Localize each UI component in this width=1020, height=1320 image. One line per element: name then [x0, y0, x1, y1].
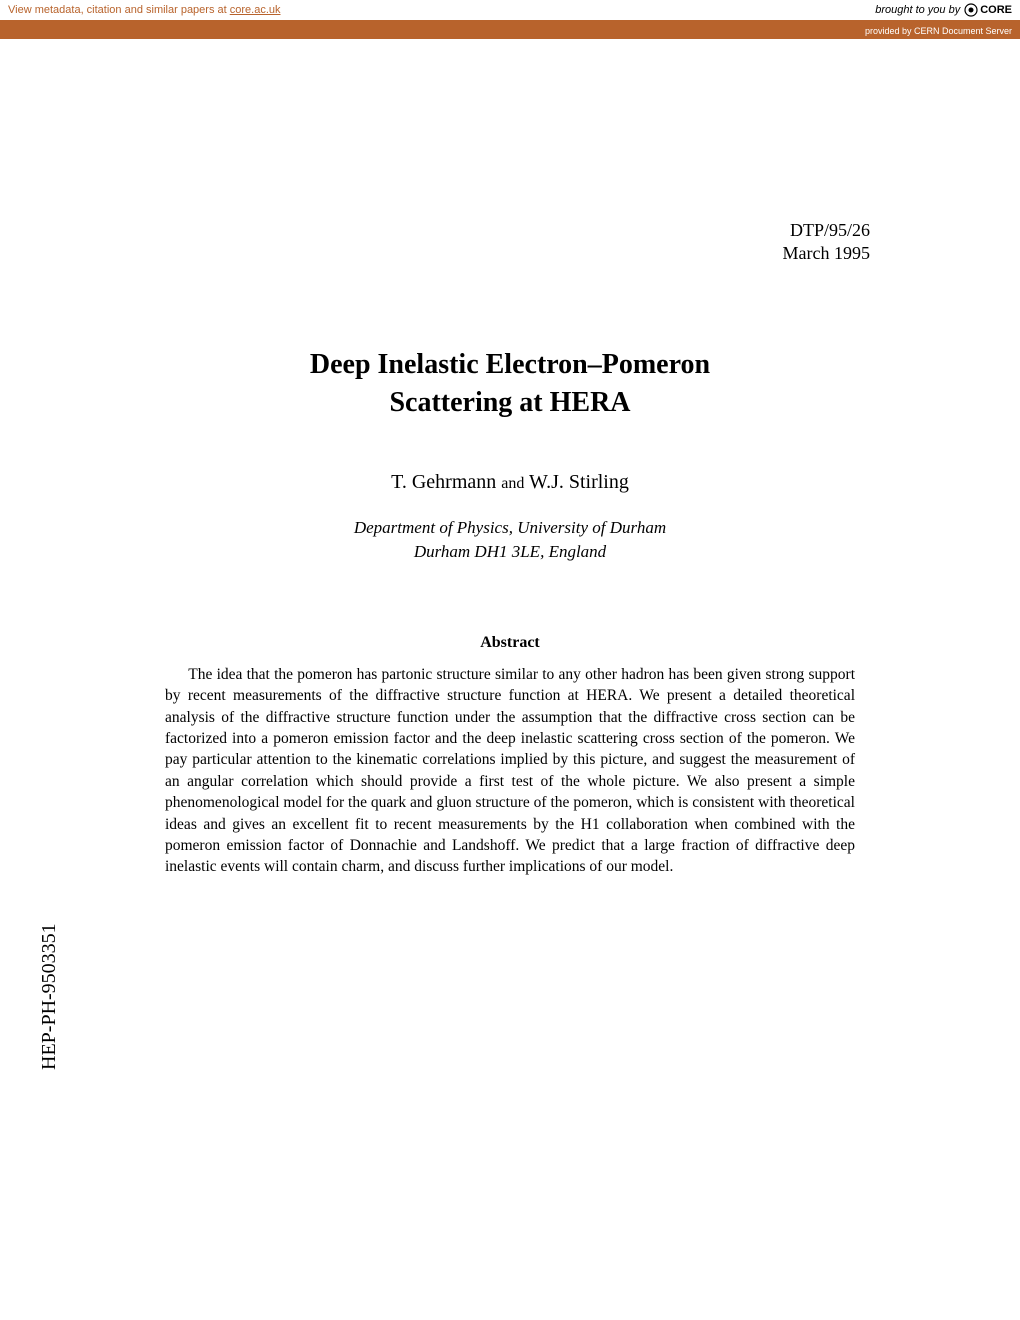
author-1: T. Gehrmann: [391, 471, 496, 493]
report-id: DTP/95/26: [120, 219, 870, 242]
banner-prefix: View metadata, citation and similar pape…: [8, 4, 230, 16]
title-line-1: Deep Inelastic Electron–Pomeron: [120, 346, 900, 384]
provided-source[interactable]: CERN Document Server: [914, 26, 1012, 36]
affiliation-line-1: Department of Physics, University of Dur…: [120, 516, 900, 540]
provided-by-bar: provided by CERN Document Server: [0, 23, 1020, 39]
banner-right: brought to you by CORE: [875, 3, 1012, 17]
title-line-2: Scattering at HERA: [120, 384, 900, 422]
provided-prefix: provided by: [865, 26, 914, 36]
affiliation-line-2: Durham DH1 3LE, England: [120, 540, 900, 564]
author-2: W.J. Stirling: [529, 471, 629, 493]
author-and: and: [501, 475, 524, 492]
affiliation: Department of Physics, University of Dur…: [120, 516, 900, 564]
report-date: March 1995: [120, 242, 870, 265]
abstract-heading: Abstract: [120, 634, 900, 652]
paper-body: DTP/95/26 March 1995 Deep Inelastic Elec…: [0, 39, 1020, 878]
report-header: DTP/95/26 March 1995: [120, 219, 900, 266]
core-link[interactable]: core.ac.uk: [230, 4, 281, 16]
paper-title: Deep Inelastic Electron–Pomeron Scatteri…: [120, 346, 900, 422]
brought-by-text: brought to you by: [875, 4, 960, 16]
core-label: CORE: [980, 4, 1012, 16]
arxiv-identifier: HEP-PH-9503351: [38, 923, 61, 1070]
metadata-banner: View metadata, citation and similar pape…: [0, 0, 1020, 23]
core-icon: [964, 3, 978, 17]
core-logo[interactable]: CORE: [964, 3, 1012, 17]
banner-left-text: View metadata, citation and similar pape…: [8, 4, 281, 16]
abstract-body: The idea that the pomeron has partonic s…: [120, 664, 900, 878]
authors: T. Gehrmann and W.J. Stirling: [120, 471, 900, 494]
